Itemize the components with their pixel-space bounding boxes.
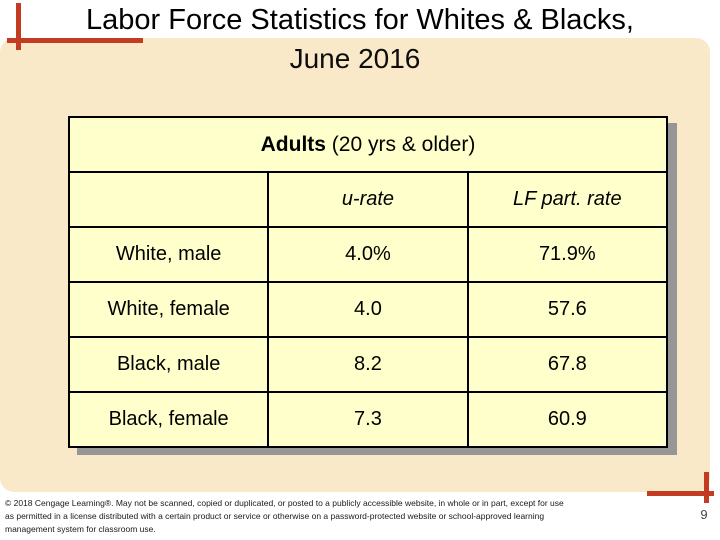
table-row: White, female 4.0 57.6 <box>67 281 669 338</box>
table-row: Black, male 8.2 67.8 <box>67 336 669 393</box>
table-title-rest: (20 yrs & older) <box>325 132 476 156</box>
row-lfrate: 71.9% <box>466 226 669 283</box>
crop-mark-top-left-vertical <box>16 3 21 50</box>
row-urate: 8.2 <box>267 336 469 393</box>
copyright-line: management system for classroom use. <box>5 524 156 534</box>
column-header-lfrate: LF part. rate <box>466 171 669 228</box>
table-title-bold: Adults <box>260 132 326 156</box>
row-label: Black, male <box>67 336 270 393</box>
copyright-footer: © 2018 Cengage Learning®. May not be sca… <box>5 497 665 536</box>
row-label: Black, female <box>67 391 270 448</box>
crop-mark-top-left-horizontal <box>7 38 143 43</box>
row-lfrate: 57.6 <box>466 281 669 338</box>
table-header-row: Adults (20 yrs & older) <box>68 116 668 173</box>
column-header-urate: u-rate <box>267 171 469 228</box>
crop-mark-bottom-right-vertical <box>704 472 709 503</box>
copyright-line: © 2018 Cengage Learning®. May not be sca… <box>5 498 564 508</box>
row-urate: 4.0 <box>267 281 469 338</box>
slide-title-line1: Labor Force Statistics for Whites & Blac… <box>86 4 634 36</box>
row-label: White, female <box>67 281 270 338</box>
table-title-cell: Adults (20 yrs & older) <box>68 116 668 173</box>
crop-mark-bottom-right-horizontal <box>647 491 714 496</box>
labor-statistics-table: Adults (20 yrs & older) u-rate LF part. … <box>67 116 669 448</box>
row-urate: 7.3 <box>267 391 469 448</box>
row-urate: 4.0% <box>267 226 469 283</box>
column-header-row: u-rate LF part. rate <box>67 171 669 228</box>
column-header-blank <box>67 171 270 228</box>
page-number: 9 <box>700 507 708 522</box>
row-lfrate: 60.9 <box>466 391 669 448</box>
row-label: White, male <box>67 226 270 283</box>
row-lfrate: 67.8 <box>466 336 669 393</box>
slide-title-line2: June 2016 <box>289 43 421 74</box>
copyright-line: as permitted in a license distributed wi… <box>5 511 545 521</box>
table-row: White, male 4.0% 71.9% <box>67 226 669 283</box>
table-row: Black, female 7.3 60.9 <box>67 391 669 448</box>
